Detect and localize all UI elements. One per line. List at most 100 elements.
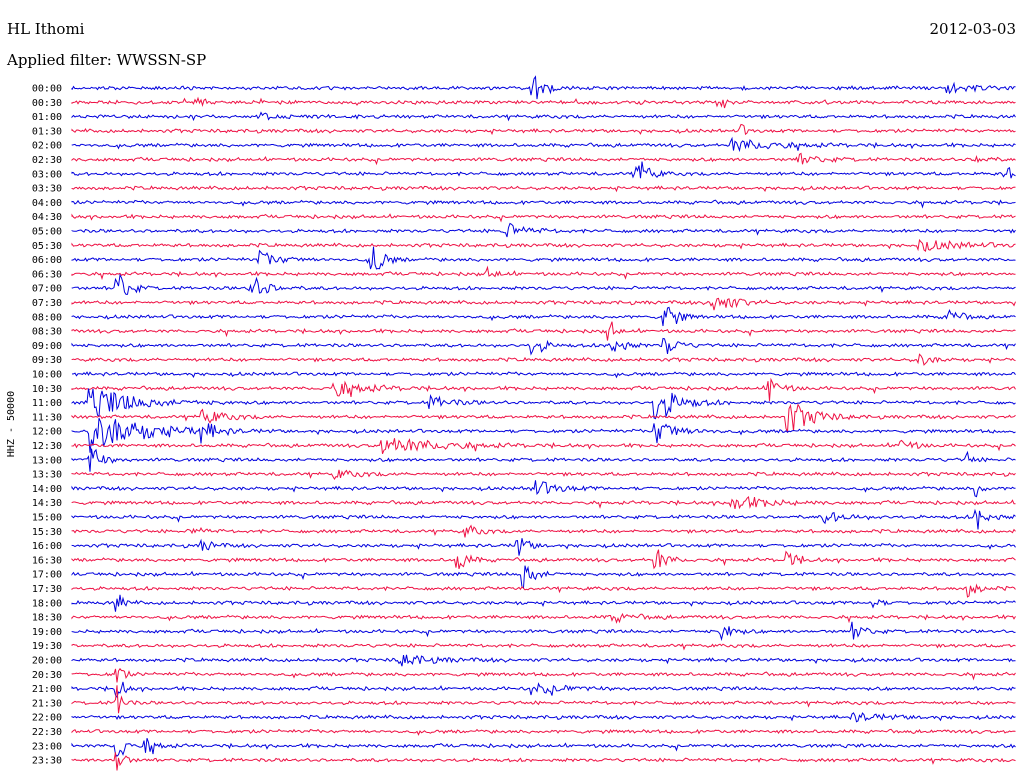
trace-0430 <box>71 213 1016 223</box>
tick-label-1300: 13:00 <box>32 455 62 466</box>
tick-label-0130: 01:30 <box>32 126 62 137</box>
tick-label-2330: 23:30 <box>32 756 62 767</box>
trace-0600 <box>71 246 1016 270</box>
tick-label-1000: 10:00 <box>32 370 62 381</box>
tick-label-2000: 20:00 <box>32 656 62 667</box>
trace-1830 <box>71 612 1016 624</box>
trace-0530 <box>71 238 1016 252</box>
tick-label-0900: 09:00 <box>32 341 62 352</box>
tick-label-1730: 17:30 <box>32 584 62 595</box>
tick-label-0000: 00:00 <box>32 84 62 95</box>
trace-2130 <box>71 685 1016 714</box>
tick-label-0430: 04:30 <box>32 212 62 223</box>
trace-0330 <box>71 185 1016 193</box>
trace-0000 <box>71 75 1016 100</box>
trace-0630 <box>71 265 1016 281</box>
trace-1800 <box>71 594 1016 612</box>
trace-0400 <box>71 199 1016 209</box>
tick-label-2300: 23:00 <box>32 741 62 752</box>
trace-1030 <box>71 377 1016 401</box>
tick-label-1200: 12:00 <box>32 427 62 438</box>
tick-label-1130: 11:30 <box>32 412 62 423</box>
tick-label-1030: 10:30 <box>32 384 62 395</box>
trace-0100 <box>71 111 1016 122</box>
trace-2200 <box>71 712 1016 723</box>
date-label: 2012-03-03 <box>929 20 1016 38</box>
trace-0800 <box>71 306 1016 327</box>
trace-1000 <box>71 371 1016 379</box>
trace-2100 <box>71 681 1016 699</box>
station-title: HL Ithomi <box>7 20 85 38</box>
trace-1400 <box>71 480 1016 498</box>
trace-2030 <box>71 667 1016 683</box>
trace-1730 <box>71 583 1016 598</box>
tick-label-2030: 20:30 <box>32 670 62 681</box>
trace-1230 <box>71 438 1016 454</box>
trace-2000 <box>71 654 1016 667</box>
tick-label-1600: 16:00 <box>32 541 62 552</box>
tick-label-1930: 19:30 <box>32 641 62 652</box>
trace-0200 <box>71 136 1016 153</box>
trace-0030 <box>71 96 1016 109</box>
tick-label-2230: 22:30 <box>32 727 62 738</box>
trace-1130 <box>71 403 1016 433</box>
trace-1300 <box>71 448 1016 472</box>
trace-0930 <box>71 353 1016 366</box>
trace-0730 <box>71 297 1016 311</box>
tick-label-1100: 11:00 <box>32 398 62 409</box>
trace-0900 <box>71 337 1016 356</box>
trace-1430 <box>71 496 1016 510</box>
tick-label-2200: 22:00 <box>32 713 62 724</box>
tick-label-0500: 05:00 <box>32 227 62 238</box>
trace-0130 <box>71 123 1016 136</box>
tick-label-0800: 08:00 <box>32 312 62 323</box>
trace-group <box>71 75 1016 771</box>
tick-label-0930: 09:30 <box>32 355 62 366</box>
tick-label-1500: 15:00 <box>32 513 62 524</box>
tick-label-0730: 07:30 <box>32 298 62 309</box>
trace-0500 <box>71 222 1016 238</box>
tick-label-0230: 02:30 <box>32 155 62 166</box>
trace-1700 <box>71 565 1016 589</box>
tick-label-0530: 05:30 <box>32 241 62 252</box>
trace-1330 <box>71 469 1016 480</box>
trace-1100 <box>71 388 1016 420</box>
trace-1530 <box>71 524 1016 538</box>
tick-label-1330: 13:30 <box>32 470 62 481</box>
tick-label-0330: 03:30 <box>32 184 62 195</box>
trace-2330 <box>71 752 1016 771</box>
tick-label-1400: 14:00 <box>32 484 62 495</box>
tick-label-1830: 18:30 <box>32 613 62 624</box>
tick-label-1430: 14:30 <box>32 498 62 509</box>
trace-1600 <box>71 538 1016 556</box>
tick-label-0400: 04:00 <box>32 198 62 209</box>
trace-0230 <box>71 152 1016 166</box>
tick-label-1700: 17:00 <box>32 570 62 581</box>
trace-0700 <box>71 273 1016 295</box>
tick-label-2130: 21:30 <box>32 698 62 709</box>
tick-label-1900: 19:00 <box>32 627 62 638</box>
tick-label-0830: 08:30 <box>32 327 62 338</box>
y-axis-label: HHZ - 50000 <box>6 391 17 457</box>
tick-label-0600: 06:00 <box>32 255 62 266</box>
trace-0830 <box>71 321 1016 341</box>
trace-1630 <box>71 549 1016 570</box>
tick-label-1530: 15:30 <box>32 527 62 538</box>
trace-2300 <box>71 738 1016 757</box>
tick-label-0700: 07:00 <box>32 284 62 295</box>
trace-0300 <box>71 161 1016 179</box>
tick-label-2100: 21:00 <box>32 684 62 695</box>
tick-label-0630: 06:30 <box>32 269 62 280</box>
trace-1200 <box>71 417 1016 453</box>
tick-label-1230: 12:30 <box>32 441 62 452</box>
tick-label-0030: 00:30 <box>32 98 62 109</box>
tick-label-1630: 16:30 <box>32 555 62 566</box>
tick-label-0100: 01:00 <box>32 112 62 123</box>
time-tick-labels: 00:00 00:30 01:00 01:30 02:00 02:30 03:00 03:30… <box>32 84 62 767</box>
tick-label-0300: 03:00 <box>32 169 62 180</box>
filter-label: Applied filter: WWSSN-SP <box>7 51 207 69</box>
trace-1900 <box>71 621 1016 642</box>
tick-label-0200: 02:00 <box>32 141 62 152</box>
trace-2230 <box>71 728 1016 736</box>
